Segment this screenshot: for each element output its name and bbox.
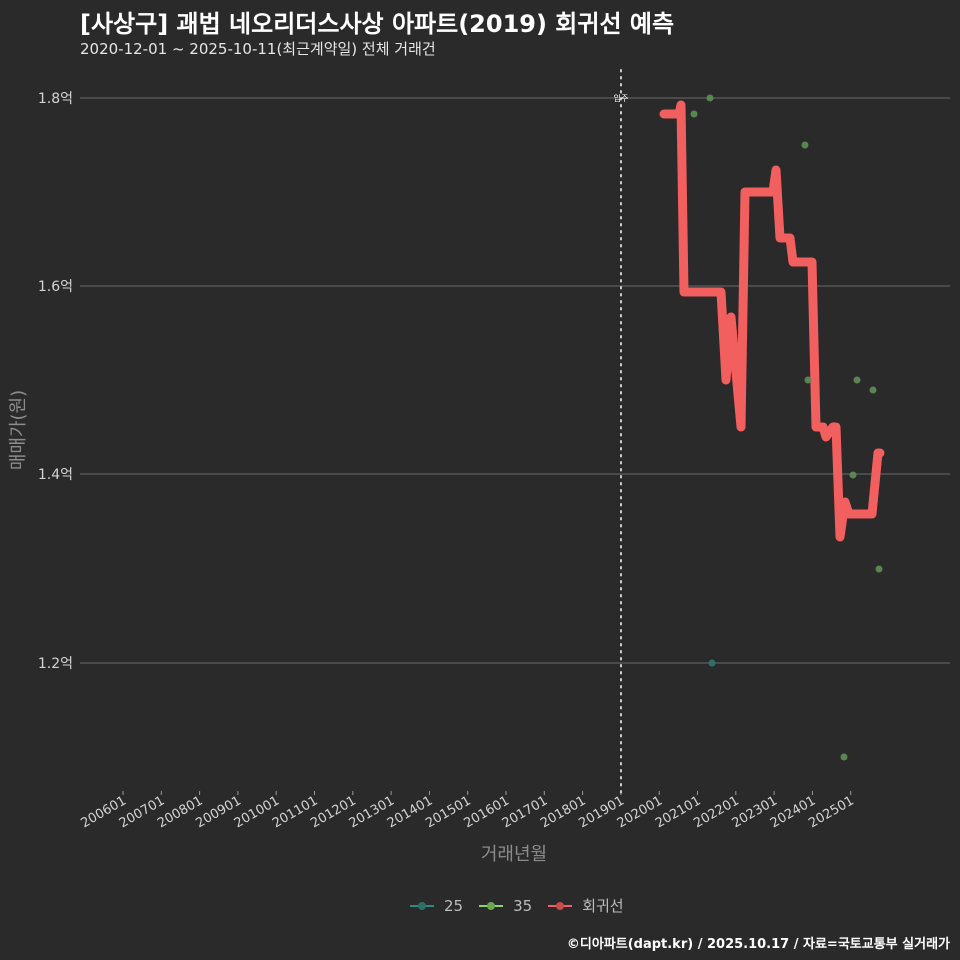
legend-key-icon [548,900,573,912]
legend-key-icon [479,900,504,912]
chart-subtitle: 2020-12-01 ~ 2025-10-11(최근계약일) 전체 거래건 [80,40,436,58]
scatter-points-35 [690,94,883,761]
y-gridlines [80,97,950,664]
chart-title: [사상구] 괘법 네오리더스사상 아파트(2019) 회귀선 예측 [80,10,675,38]
chart-legend: 25 35 회귀선 [410,895,632,916]
source-caption: ©디아파트(dapt.kr) / 2025.10.17 / 자료=국토교통부 실… [566,937,950,952]
x-axis-title: 거래년월 [481,844,547,865]
x-axis-labels: 2006012007012008012009012010012011012012… [79,793,857,831]
scatter-points-25 [708,659,716,667]
legend-item-25: 25 [410,897,463,915]
legend-key-icon [410,900,434,912]
legend-label: 25 [444,896,464,915]
legend-item-35: 35 [479,897,532,915]
y-tick: 1.2억 [38,656,73,672]
y-axis-ticks: 1.8억 1.6억 1.4억 1.2억 [38,91,73,672]
x-axis-ticks [122,791,852,795]
y-tick: 1.6억 [38,279,73,295]
legend-label: 회귀선 [582,897,624,915]
move-in-label: 입주 [614,94,629,103]
regression-line [659,100,885,542]
y-tick: 1.8억 [38,91,73,107]
y-axis-title: 매매가(원) [8,390,29,470]
legend-item-regression: 회귀선 [548,895,624,916]
y-tick: 1.4억 [38,467,73,483]
legend-label: 35 [513,896,533,915]
